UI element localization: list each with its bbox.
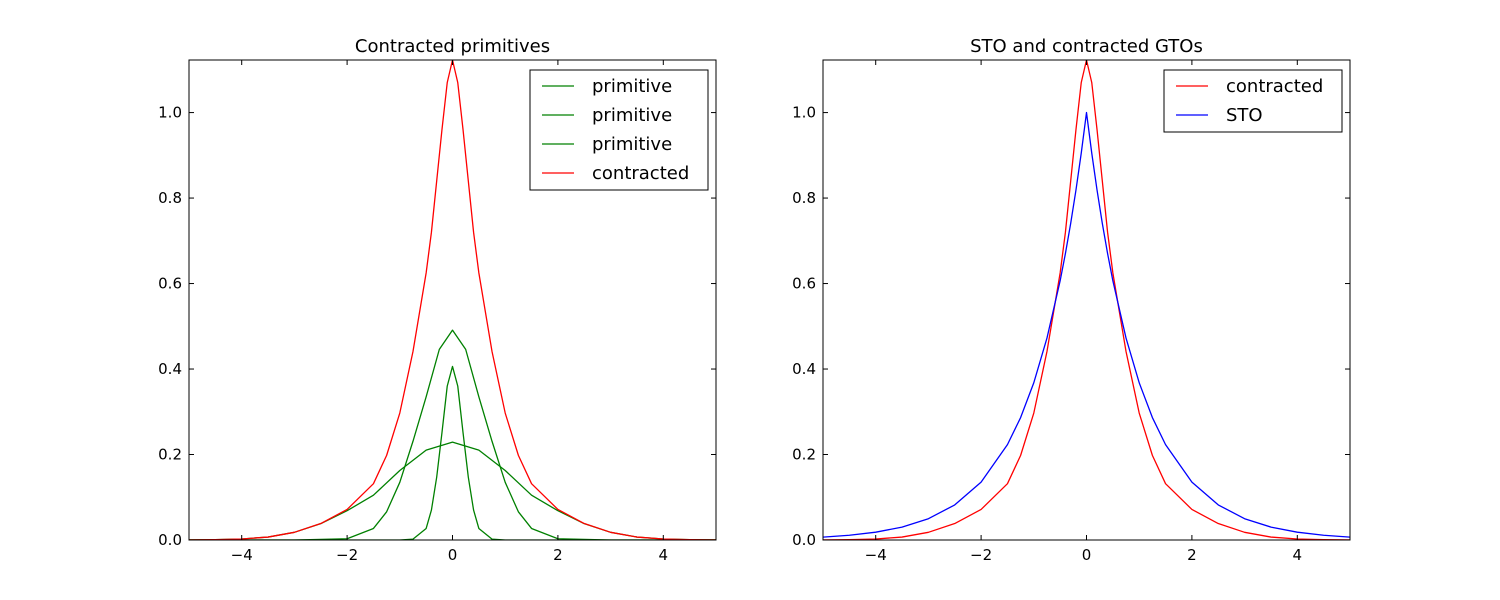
legend-box [1163,69,1343,133]
x-tick-label: 4 [659,546,669,564]
legend-box [529,69,709,191]
x-tick-label: −4 [865,546,887,564]
legend: contracted STO [1163,69,1343,133]
legend-label: contracted [1226,76,1323,97]
y-tick-label: 0.8 [158,189,182,207]
legend-label: primitive [592,134,672,155]
left-chart-panel: Contracted primitives −4 −2 0 2 4 0.0 0.2 0.4 0.6… [158,36,717,564]
x-tick-label: 2 [1187,546,1197,564]
x-tick-label: −4 [231,546,253,564]
legend-label: primitive [592,105,672,126]
y-tick-label: 0.4 [792,360,816,378]
y-tick-label: 1.0 [792,104,816,122]
y-tick-label: 0.6 [158,275,182,293]
legend-label: primitive [592,76,672,97]
x-tick-label: 4 [1293,546,1303,564]
series-line-primitive-1 [189,329,716,540]
y-tick-label: 0.2 [158,446,182,464]
chart-title: STO and contracted GTOs [970,36,1203,57]
legend: primitive primitive primitive contracted [529,69,709,191]
x-tick-label: −2 [970,546,992,564]
y-tick-label: 0.0 [792,531,816,549]
series-line-primitive-2 [189,441,716,540]
series-group [189,60,716,540]
series-line-primitive-0 [189,365,716,540]
x-tick-label: 2 [553,546,563,564]
y-tick-label: 1.0 [158,104,182,122]
y-tick-label: 0.0 [158,531,182,549]
right-chart-panel: STO and contracted GTOs −4 −2 0 2 4 0.0 0.2 0.4 0… [792,36,1351,564]
x-tick-label: 0 [448,546,458,564]
y-tick-label: 0.4 [158,360,182,378]
y-tick-label: 0.8 [792,189,816,207]
y-tick-label: 0.2 [792,446,816,464]
chart-title: Contracted primitives [355,36,550,57]
legend-label: STO [1226,105,1263,126]
legend-label: contracted [592,163,689,184]
series-line-contracted-3 [189,60,716,540]
series-line-contracted-0 [823,60,1350,540]
x-tick-label: 0 [1082,546,1092,564]
series-line-sto-1 [823,111,1350,538]
x-tick-label: −2 [336,546,358,564]
series-group [823,60,1350,540]
y-tick-label: 0.6 [792,275,816,293]
